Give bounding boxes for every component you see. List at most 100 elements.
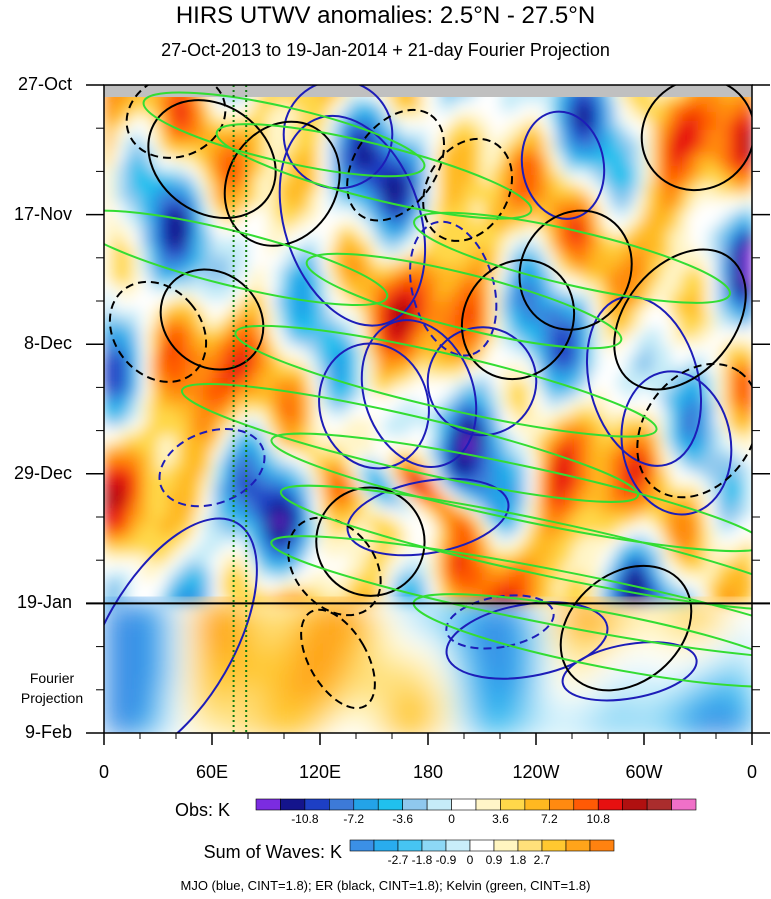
obs-cell [644,418,654,428]
obs-cell [653,391,663,401]
obs-cell [257,121,267,131]
obs-cell [455,256,465,266]
obs-cell [338,355,348,365]
obs-cell [131,265,141,275]
obs-cell [320,247,330,257]
obs-cell [581,193,591,203]
obs-cell [707,418,717,428]
obs-cell [257,373,267,383]
obs-cell [284,220,294,230]
obs-cell [365,310,375,320]
obs-cell [239,535,249,545]
obs-cell [617,544,627,554]
obs-cell [284,184,294,194]
obs-cell [203,544,213,554]
obs-cell [617,571,627,581]
projection-cell [332,711,345,725]
obs-cell [158,499,168,509]
obs-cell [725,112,735,122]
obs-cell [284,436,294,446]
obs-cell [707,508,717,518]
obs-colorbar-label: Obs: K [174,800,230,820]
obs-cell [689,481,699,491]
obs-cell [293,238,303,248]
obs-cell [563,292,573,302]
obs-cell [248,328,258,338]
projection-cell [716,627,729,641]
obs-cell [293,517,303,527]
obs-cell [482,328,492,338]
obs-cell [437,382,447,392]
obs-cell [743,535,752,545]
obs-cell [383,391,393,401]
obs-cell [563,184,573,194]
obs-cell [248,499,258,509]
obs-cell [689,553,699,563]
obs-cell [248,445,258,455]
obs-cell [545,580,555,590]
obs-cell [554,202,564,212]
obs-cell [185,265,195,275]
obs-cell [419,94,429,104]
obs-cell [383,157,393,167]
obs-cell [149,382,159,392]
obs-cell [680,238,690,248]
obs-cell [230,472,240,482]
obs-cell [140,454,150,464]
x-tick-label: 180 [412,762,444,782]
obs-cell [212,211,222,221]
obs-cell [401,148,411,158]
projection-cell [116,615,129,629]
obs-cell [293,292,303,302]
obs-cell [446,175,456,185]
obs-cell [743,112,752,122]
obs-cell [392,418,402,428]
obs-cell [599,319,609,329]
obs-cell [491,571,501,581]
obs-cell [257,355,267,365]
mjo-contour [445,594,555,650]
projection-cell [464,651,477,665]
obs-cell [167,292,177,302]
projection-cell [716,711,729,725]
obs-cell [743,238,752,248]
obs-cell [122,220,132,230]
obs-cell [509,481,519,491]
obs-cell [167,130,177,140]
obs-cell [581,562,591,572]
obs-cell [320,418,330,428]
obs-cell [230,562,240,572]
obs-cell [275,112,285,122]
obs-cell [392,454,402,464]
obs-cell [473,220,483,230]
obs-cell [113,220,123,230]
obs-cell [374,535,384,545]
obs-cell [356,229,366,239]
obs-cell [383,553,393,563]
obs-cell [482,166,492,176]
obs-cell [122,490,132,500]
obs-cell [554,382,564,392]
obs-cell [392,202,402,212]
obs-cell [320,94,330,104]
obs-cell [365,292,375,302]
obs-cell [581,553,591,563]
obs-cell [734,355,744,365]
obs-cell [509,544,519,554]
obs-cell [239,490,249,500]
obs-cell [590,220,600,230]
obs-cell [383,490,393,500]
obs-cell [320,121,330,131]
obs-cell [581,472,591,482]
obs-cell [167,373,177,383]
colorbar-swatch [524,798,550,811]
obs-cell [275,490,285,500]
obs-cell [608,454,618,464]
obs-cell [437,121,447,131]
obs-cell [608,562,618,572]
obs-cell [527,130,537,140]
obs-cell [590,229,600,239]
obs-cell [167,184,177,194]
projection-cell [320,627,333,641]
obs-cell [221,130,231,140]
